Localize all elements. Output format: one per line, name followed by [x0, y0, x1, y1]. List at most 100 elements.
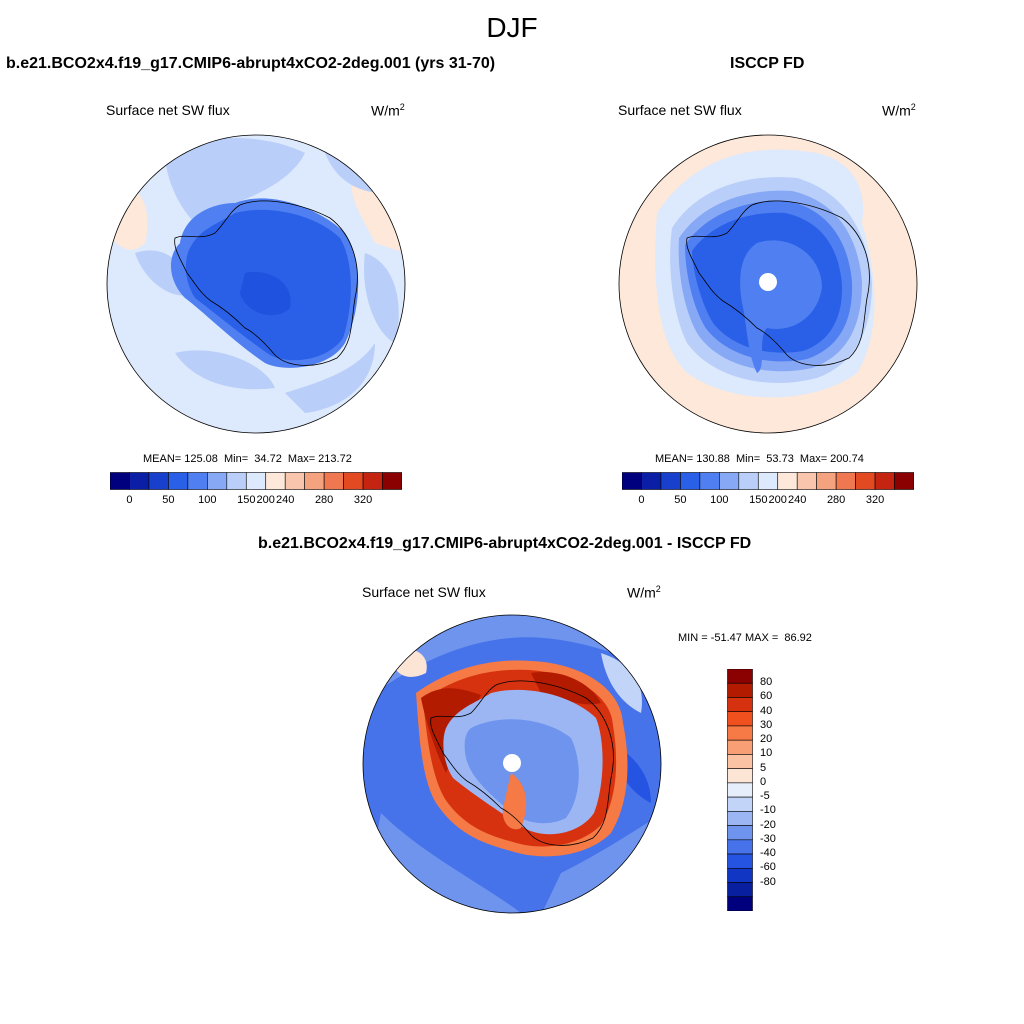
- panel2-colorbar: [622, 472, 914, 490]
- colorbar-tick-label: 150: [749, 494, 768, 506]
- panel3-colorbar-ticks: 80 60 40 30 20 10 5 0 -5 -10 -20 -30 -40 -60 -80: [758, 669, 808, 911]
- colorbar-tick-label: -40: [760, 847, 776, 860]
- colorbar-tick-label: 0: [760, 775, 767, 788]
- colorbar-swatch: [641, 472, 662, 490]
- colorbar-tick-label: 320: [353, 494, 373, 506]
- colorbar-tick-label: -20: [760, 818, 776, 831]
- panel3-units: W/m2: [627, 584, 661, 601]
- panel3-polar-map: [362, 614, 662, 914]
- colorbar-swatch: [719, 472, 740, 490]
- colorbar-swatch: [874, 472, 895, 490]
- colorbar-tick-label: 200: [768, 494, 787, 506]
- panel1-units: W/m2: [371, 102, 405, 119]
- colorbar-swatch: [894, 472, 914, 490]
- panel1-title: b.e21.BCO2x4.f19_g17.CMIP6-abrupt4xCO2-2…: [6, 55, 496, 72]
- colorbar-swatch: [245, 472, 267, 490]
- colorbar-swatch: [680, 472, 701, 490]
- colorbar-swatch: [226, 472, 247, 490]
- panel1-polar-map: [106, 134, 406, 434]
- colorbar-swatch: [727, 754, 753, 769]
- colorbar-swatch: [757, 472, 779, 490]
- colorbar-swatch: [343, 472, 364, 490]
- colorbar-swatch: [727, 682, 753, 698]
- colorbar-swatch: [699, 472, 720, 490]
- colorbar-tick-label: 100: [710, 494, 729, 506]
- figure-title: DJF: [486, 12, 538, 43]
- panel3-title: b.e21.BCO2x4.f19_g17.CMIP6-abrupt4xCO2-2…: [258, 535, 752, 552]
- colorbar-swatch: [727, 739, 753, 755]
- colorbar-tick-label: -30: [760, 832, 776, 845]
- colorbar-swatch: [727, 768, 753, 784]
- panel3-stats: MIN = -51.47 MAX = 86.92: [678, 632, 812, 644]
- panel1-stats: MEAN= 125.08 Min= 34.72 Max= 213.72: [143, 453, 352, 465]
- colorbar-swatch: [727, 796, 753, 812]
- colorbar-tick-label: 200: [256, 494, 275, 506]
- colorbar-swatch: [284, 472, 305, 490]
- colorbar-tick-label: 150: [237, 494, 256, 506]
- colorbar-swatch: [777, 472, 798, 490]
- colorbar-swatch: [816, 472, 837, 490]
- colorbar-swatch: [796, 472, 817, 490]
- colorbar-swatch: [727, 782, 753, 798]
- colorbar-tick-label: 40: [760, 704, 773, 717]
- colorbar-tick-label: 20: [760, 733, 773, 746]
- colorbar-tick-label: 240: [788, 494, 807, 506]
- colorbar-swatch: [622, 472, 642, 490]
- colorbar-swatch: [110, 472, 130, 490]
- colorbar-swatch: [129, 472, 150, 490]
- colorbar-swatch: [187, 472, 208, 490]
- colorbar-tick-label: 10: [760, 747, 773, 760]
- colorbar-swatch: [727, 725, 753, 741]
- colorbar-swatch: [727, 825, 753, 841]
- colorbar-swatch: [207, 472, 228, 490]
- panel2-title: ISCCP FD: [730, 55, 805, 72]
- panel2-variable-label: Surface net SW flux: [618, 102, 742, 118]
- colorbar-swatch: [727, 896, 753, 911]
- colorbar-tick-label: 50: [162, 494, 175, 506]
- colorbar-swatch: [265, 472, 286, 490]
- colorbar-swatch: [727, 853, 753, 869]
- colorbar-tick-label: 50: [674, 494, 687, 506]
- colorbar-swatch: [727, 867, 753, 883]
- colorbar-swatch: [855, 472, 876, 490]
- colorbar-swatch: [727, 811, 753, 826]
- colorbar-tick-label: -10: [760, 804, 776, 817]
- panel1-colorbar-ticks: 0 50 100 150 200 240 280 320: [110, 494, 402, 510]
- panel1-colorbar: [110, 472, 402, 490]
- colorbar-tick-label: 100: [198, 494, 217, 506]
- colorbar-swatch: [168, 472, 189, 490]
- colorbar-swatch: [727, 711, 753, 727]
- colorbar-tick-label: 30: [760, 718, 773, 731]
- colorbar-tick-label: 60: [760, 690, 773, 703]
- colorbar-tick-label: -60: [760, 861, 776, 874]
- panel3-colorbar: [727, 669, 753, 911]
- colorbar-swatch: [660, 472, 681, 490]
- colorbar-swatch: [727, 839, 753, 855]
- colorbar-swatch: [727, 697, 753, 713]
- colorbar-tick-label: 280: [314, 494, 334, 506]
- colorbar-tick-label: 280: [826, 494, 846, 506]
- colorbar-tick-label: 240: [276, 494, 295, 506]
- colorbar-swatch: [727, 669, 753, 684]
- colorbar-swatch: [727, 882, 753, 898]
- colorbar-tick-label: 0: [126, 494, 133, 506]
- colorbar-tick-label: 0: [638, 494, 645, 506]
- colorbar-tick-label: 5: [760, 761, 767, 774]
- colorbar-swatch: [738, 472, 759, 490]
- colorbar-tick-label: -80: [760, 875, 776, 888]
- colorbar-swatch: [382, 472, 402, 490]
- colorbar-swatch: [835, 472, 856, 490]
- colorbar-tick-label: 320: [865, 494, 885, 506]
- colorbar-swatch: [323, 472, 344, 490]
- colorbar-swatch: [148, 472, 169, 490]
- panel2-units: W/m2: [882, 102, 916, 119]
- colorbar-tick-label: -5: [760, 790, 770, 803]
- colorbar-swatch: [362, 472, 383, 490]
- panel3-variable-label: Surface net SW flux: [362, 584, 486, 600]
- colorbar-swatch: [304, 472, 325, 490]
- panel2-polar-map: [618, 134, 918, 434]
- colorbar-tick-label: 80: [760, 676, 773, 689]
- panel1-variable-label: Surface net SW flux: [106, 102, 230, 118]
- panel2-stats: MEAN= 130.88 Min= 53.73 Max= 200.74: [655, 453, 864, 465]
- panel2-colorbar-ticks: 0 50 100 150 200 240 280 320: [622, 494, 914, 510]
